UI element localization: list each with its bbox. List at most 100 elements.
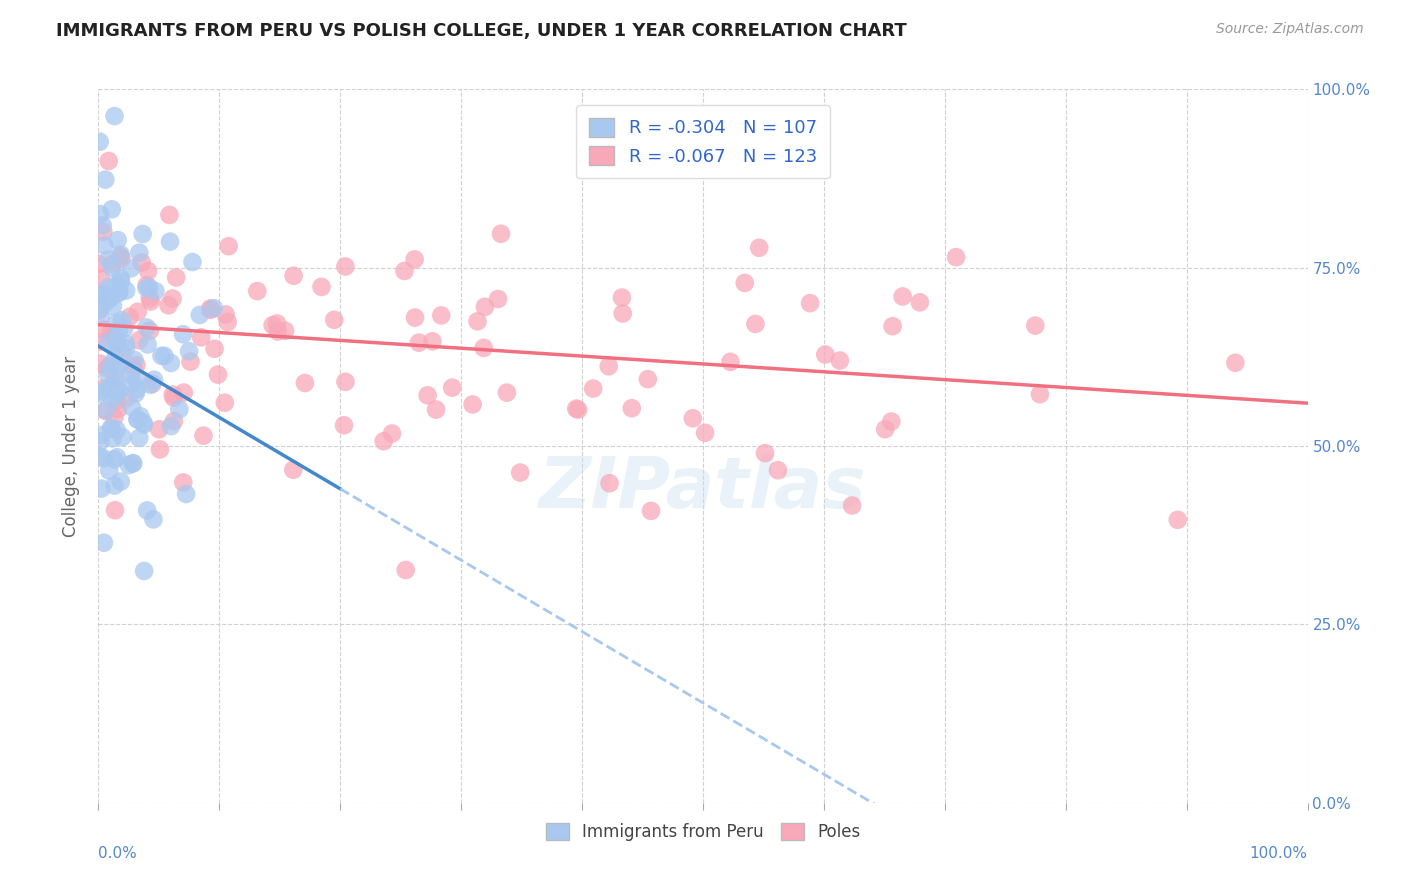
Point [108, 323, 131, 337]
Point [748, 241, 770, 255]
Point [91, 286, 114, 301]
Point [620, 401, 643, 416]
Point [101, 257, 124, 271]
Point [100, 326, 122, 340]
Point [145, 285, 167, 299]
Point [111, 313, 134, 327]
Point [173, 385, 195, 400]
Point [190, 330, 212, 344]
Point [98, 464, 121, 478]
Point [509, 466, 531, 480]
Point [94, 172, 117, 186]
Point [430, 309, 453, 323]
Point [135, 320, 157, 334]
Point [441, 381, 464, 395]
Point [262, 318, 284, 333]
Text: ZIPatlas: ZIPatlas [540, 454, 866, 524]
Point [139, 324, 162, 338]
Point [474, 300, 496, 314]
Point [143, 373, 166, 387]
Point [744, 317, 766, 331]
Point [139, 377, 162, 392]
Point [94, 402, 117, 417]
Point [422, 334, 444, 349]
Point [105, 388, 128, 402]
Point [283, 463, 305, 477]
Point [841, 499, 863, 513]
Point [97, 252, 120, 267]
Point [98, 380, 121, 394]
Point [425, 402, 447, 417]
Point [104, 452, 127, 467]
Point [799, 296, 821, 310]
Point [96, 294, 118, 309]
Point [89, 450, 111, 464]
Point [135, 278, 157, 293]
Point [93, 225, 115, 239]
Point [217, 315, 239, 329]
Point [115, 341, 138, 355]
Point [96, 361, 118, 376]
Point [107, 361, 129, 376]
Point [104, 337, 127, 351]
Point [274, 324, 297, 338]
Point [162, 292, 184, 306]
Point [98, 291, 121, 305]
Point [103, 109, 125, 123]
Point [138, 280, 160, 294]
Point [169, 402, 191, 417]
Point [98, 292, 121, 306]
Point [891, 289, 914, 303]
Point [136, 503, 159, 517]
Point [101, 431, 124, 445]
Point [97, 153, 120, 168]
Point [125, 382, 148, 396]
Point [335, 375, 357, 389]
Point [157, 298, 180, 312]
Point [311, 280, 333, 294]
Point [472, 341, 495, 355]
Point [89, 135, 111, 149]
Point [105, 334, 128, 349]
Point [162, 387, 184, 401]
Point [90, 310, 112, 325]
Point [165, 270, 187, 285]
Point [110, 275, 132, 289]
Point [908, 295, 931, 310]
Point [202, 301, 225, 315]
Point [107, 233, 129, 247]
Point [179, 354, 201, 368]
Point [150, 349, 173, 363]
Text: 100.0%: 100.0% [1250, 846, 1308, 861]
Point [101, 299, 124, 313]
Point [266, 317, 288, 331]
Point [136, 264, 159, 278]
Point [104, 376, 127, 390]
Point [97, 368, 120, 382]
Point [90, 434, 112, 449]
Point [734, 276, 756, 290]
Point [89, 301, 111, 315]
Point [373, 434, 395, 449]
Point [204, 342, 226, 356]
Point [267, 325, 290, 339]
Point [91, 384, 114, 399]
Legend: Immigrants from Peru, Poles: Immigrants from Peru, Poles [538, 816, 868, 848]
Point [945, 250, 967, 264]
Point [108, 249, 131, 263]
Point [121, 376, 143, 390]
Point [637, 372, 659, 386]
Point [107, 286, 129, 301]
Point [139, 291, 162, 305]
Point [172, 475, 194, 490]
Point [122, 456, 145, 470]
Point [104, 503, 127, 517]
Point [87, 257, 110, 271]
Point [91, 451, 114, 466]
Point [105, 277, 128, 292]
Point [160, 356, 183, 370]
Point [567, 402, 589, 417]
Point [128, 333, 150, 347]
Point [108, 285, 131, 299]
Point [101, 392, 124, 407]
